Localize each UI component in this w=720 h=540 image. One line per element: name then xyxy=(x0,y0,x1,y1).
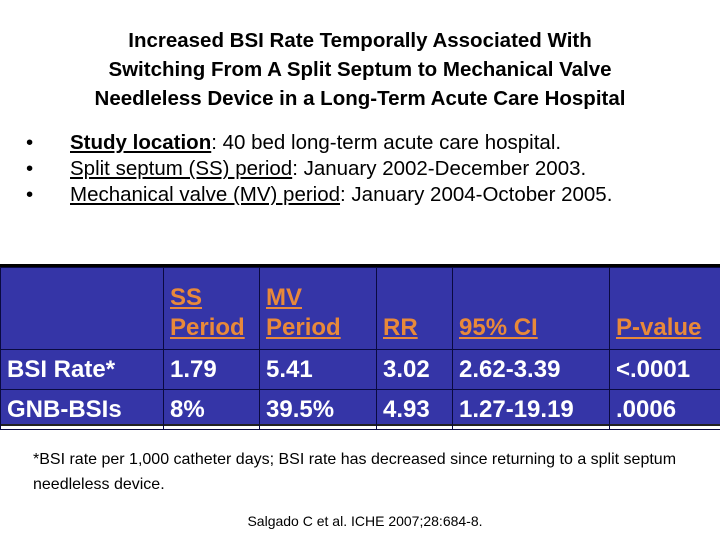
bullet-list: • Study location: 40 bed long-term acute … xyxy=(26,130,706,208)
table-cell: .0006 xyxy=(609,389,720,430)
bullet-dot-icon: • xyxy=(26,183,34,206)
table-cell: 3.02 xyxy=(376,349,453,390)
bullet-ss-period: • Split septum (SS) period: January 2002-… xyxy=(26,156,706,182)
title-line-3: Needleless Device in a Long-Term Acute C… xyxy=(94,87,626,110)
title-line-2: Switching From A Split Septum to Mechani… xyxy=(108,58,612,81)
table-cell: 4.93 xyxy=(376,389,453,430)
header-ss-period: SS Period xyxy=(163,267,260,350)
header-rr: RR xyxy=(376,267,453,350)
table-cell: <.0001 xyxy=(609,349,720,390)
bullet-label: Mechanical valve (MV) period xyxy=(70,183,341,206)
table-cell: 39.5% xyxy=(259,389,377,430)
results-table: SS Period MV Period RR 95% CI P-value BSI … xyxy=(0,264,720,430)
header-p-value: P-value xyxy=(609,267,720,350)
bullet-label: Split septum (SS) period xyxy=(70,157,293,180)
table-cell: 2.62-3.39 xyxy=(452,349,610,390)
citation: Salgado C et al. ICHE 2007;28:684-8. xyxy=(247,513,483,529)
title-line-1: Increased BSI Rate Temporally Associated… xyxy=(128,29,592,52)
header-mv-period: MV Period xyxy=(259,267,377,350)
table-header-row: SS Period MV Period RR 95% CI P-value xyxy=(0,267,720,350)
table-cell: 1.27-19.19 xyxy=(452,389,610,430)
table-cell: 8% xyxy=(163,389,260,430)
table-cell: 1.79 xyxy=(163,349,260,390)
bullet-dot-icon: • xyxy=(26,131,34,154)
bullet-mv-period: • Mechanical valve (MV) period: January 2… xyxy=(26,182,706,208)
row-label: BSI Rate* xyxy=(0,349,164,390)
header-95ci: 95% CI xyxy=(452,267,610,350)
bullet-dot-icon: • xyxy=(26,157,34,180)
table-row: BSI Rate* 1.79 5.41 3.02 2.62-3.39 <.000… xyxy=(0,349,720,390)
row-label: GNB-BSIs xyxy=(0,389,164,430)
bullet-text: : January 2004-October 2005. xyxy=(340,183,613,206)
bullet-text: : January 2002-December 2003. xyxy=(292,157,587,180)
slide-title: Increased BSI Rate Temporally Associated… xyxy=(20,26,700,113)
bullet-study-location: • Study location: 40 bed long-term acute … xyxy=(26,130,706,156)
table-cell: 5.41 xyxy=(259,349,377,390)
header-cell xyxy=(0,267,164,350)
footnote: *BSI rate per 1,000 catheter days; BSI r… xyxy=(33,451,677,493)
table-row: GNB-BSIs 8% 39.5% 4.93 1.27-19.19 .0006 xyxy=(0,389,720,430)
bullet-label: Study location xyxy=(70,131,212,154)
bullet-text: : 40 bed long-term acute care hospital. xyxy=(211,131,562,154)
